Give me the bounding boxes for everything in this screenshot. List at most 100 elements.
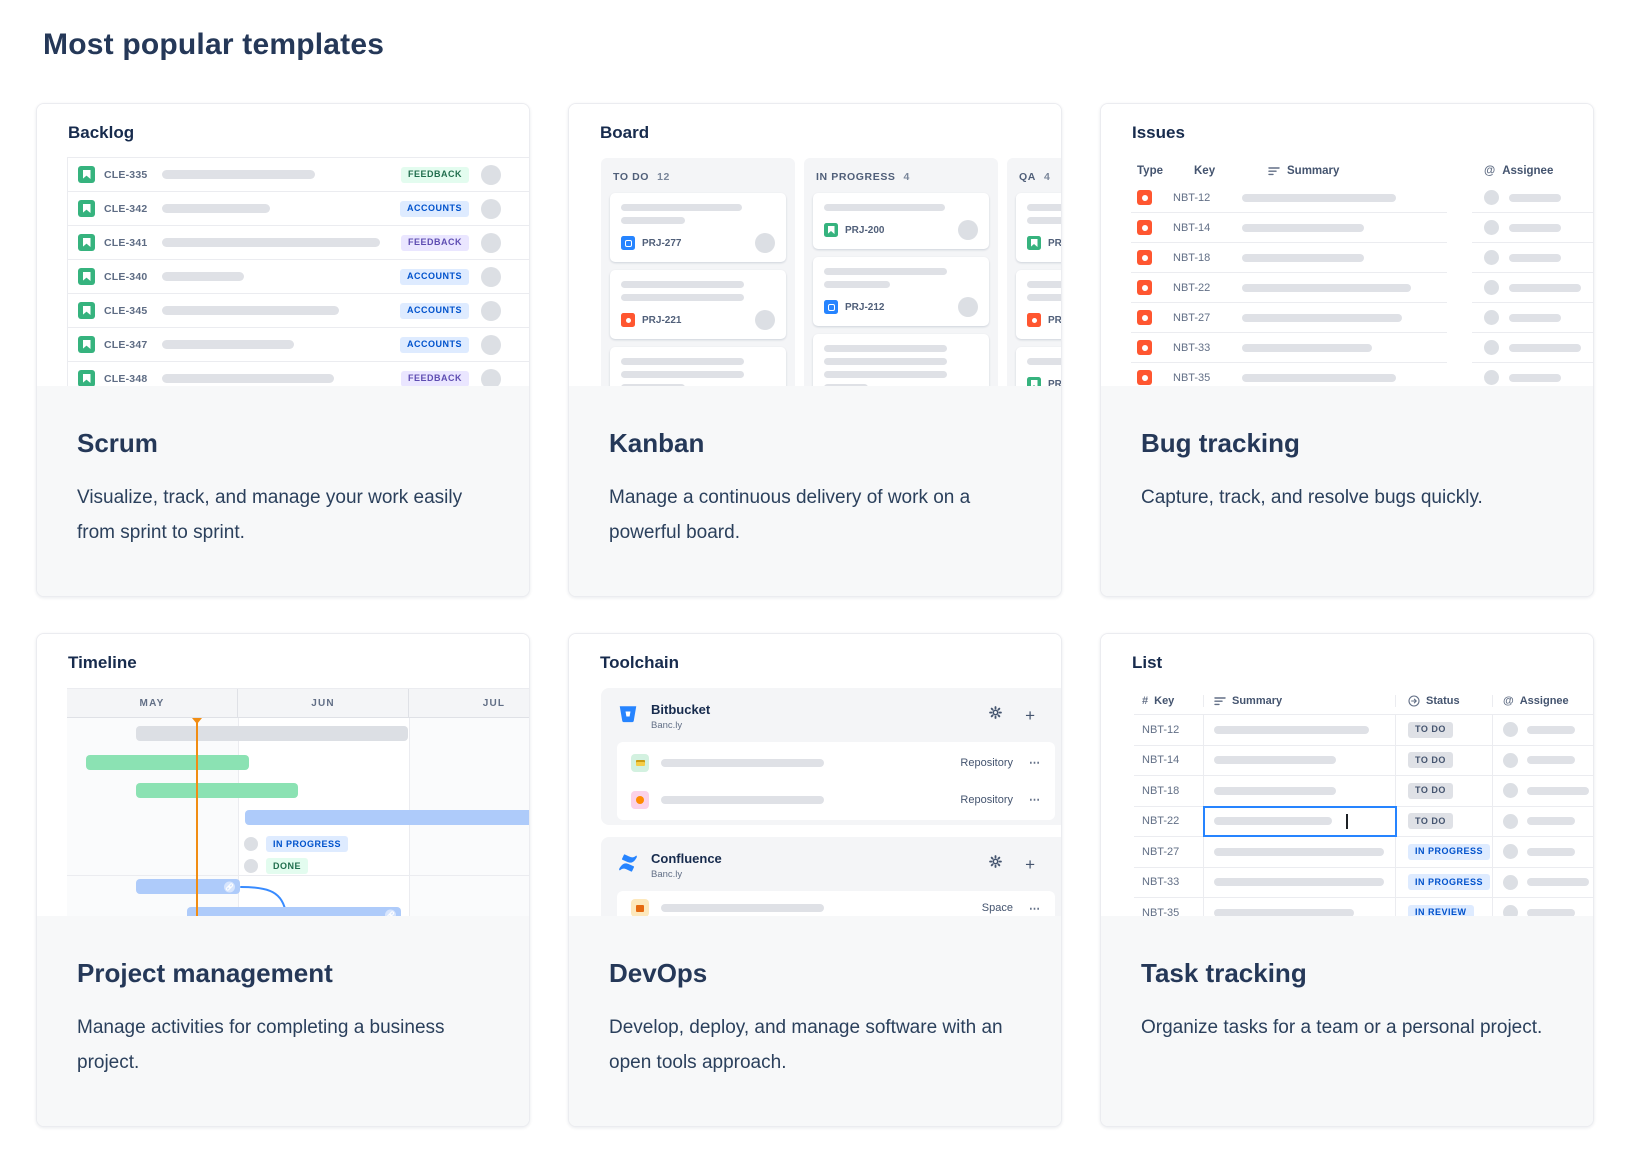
backlog-row: CLE-348 FEEDBACK [68, 362, 529, 386]
add-icon: + [1025, 705, 1035, 725]
avatar [958, 220, 978, 240]
repo-emoji-icon [631, 790, 649, 809]
story-icon [78, 234, 95, 251]
backlog-row: CLE-342 ACCOUNTS [68, 192, 529, 226]
avatar [1484, 250, 1499, 265]
preview-title: Timeline [68, 653, 137, 672]
hash-icon: # [1142, 695, 1149, 707]
placeholder-bar [1242, 223, 1364, 232]
template-card-kanban[interactable]: Board TO DO 12 PRJ-277 [568, 103, 1062, 597]
bug-icon [1137, 190, 1152, 205]
template-card-project-management[interactable]: Timeline MAY JUN JUL [36, 633, 530, 1127]
list-row: NBT-18 TO DO [1134, 776, 1593, 807]
kanban-preview: Board TO DO 12 PRJ-277 [569, 104, 1061, 386]
issue-key: NBT-18 [1173, 251, 1211, 264]
issues-table: Type Key Summary @ Assignee [1131, 159, 1593, 386]
avatar [1503, 844, 1518, 860]
page-title: Most popular templates [43, 28, 385, 61]
issue-key: NBT-33 [1142, 876, 1180, 889]
at-icon: @ [1484, 165, 1496, 177]
label-badge: ACCOUNTS [400, 268, 469, 285]
selected-summary-cell[interactable] [1203, 805, 1397, 837]
issue-key: NBT-27 [1173, 311, 1211, 324]
label-badge: FEEDBACK [400, 234, 469, 251]
issue-key: NBT-22 [1142, 815, 1180, 828]
repo-emoji-icon [631, 753, 649, 772]
issue-key: CLE-335 [104, 168, 148, 181]
list-row: NBT-33 IN PROGRESS [1134, 867, 1593, 898]
avatar [1503, 874, 1518, 890]
issue-key: PRJ-146 [1048, 314, 1061, 326]
placeholder-bar [162, 204, 270, 213]
avatar [1484, 280, 1499, 295]
card-description: Manage activities for completing a busin… [77, 1017, 445, 1073]
issues-preview: Issues Type Key Summary @ Assignee [1101, 104, 1593, 386]
status-badge: IN REVIEW [1408, 904, 1474, 916]
kanban-card: PRJ-200 [813, 193, 989, 249]
list-row: NBT-12 TO DO [1134, 715, 1593, 746]
key-column-header: Key [1154, 695, 1175, 707]
gantt-bar [136, 726, 408, 741]
placeholder-bar [1509, 223, 1561, 232]
tool-panel-bitbucket: Bitbucket Banc.ly + Repository [601, 688, 1061, 825]
issue-key: PRJ-200 [845, 224, 885, 236]
issue-row: NBT-18 [1131, 243, 1593, 273]
today-marker-line [196, 718, 198, 916]
gantt-bar [136, 879, 240, 894]
preview-title: Toolchain [600, 653, 680, 672]
issue-key: PRJ-212 [845, 301, 885, 313]
more-icon: ⋯ [1029, 794, 1041, 806]
placeholder-bar [1509, 343, 1581, 352]
kanban-card: PRJ-277 [610, 193, 786, 262]
tool-item-list: Space ⋯ [617, 891, 1055, 916]
tool-org: Banc.ly [651, 869, 683, 880]
story-icon [1027, 236, 1041, 250]
placeholder-bar [1509, 253, 1561, 262]
tool-item-row: Space ⋯ [631, 891, 1041, 916]
preview-title: Issues [1132, 123, 1185, 142]
status-badge: IN PROGRESS [266, 836, 349, 852]
at-icon: @ [1503, 695, 1514, 707]
timeline-body: IN PROGRESS DONE [67, 718, 529, 916]
placeholder-bar [1242, 193, 1396, 202]
card-body: Task tracking Organize tasks for a team … [1101, 916, 1593, 1126]
list-preview: List # Key Summary Status [1101, 634, 1593, 916]
issue-row: NBT-14 [1131, 213, 1593, 243]
placeholder-bar [162, 272, 244, 281]
column-header: QA 4 [1019, 171, 1051, 183]
avatar [481, 368, 501, 386]
template-card-scrum[interactable]: Backlog CLE-335 FEEDBACK CLE-342 ACCOUNT… [36, 103, 530, 597]
card-title: Project management [77, 958, 333, 988]
gantt-bar [187, 907, 401, 916]
placeholder-bar [1527, 756, 1575, 765]
template-card-bug-tracking[interactable]: Issues Type Key Summary @ Assignee [1100, 103, 1594, 597]
backlog-row: CLE-345 ACCOUNTS [68, 294, 529, 328]
avatar [244, 859, 258, 873]
card-description: Organize tasks for a team or a personal … [1141, 1017, 1543, 1038]
bug-icon [1137, 370, 1152, 385]
story-icon [78, 336, 95, 353]
status-badge: TO DO [1408, 721, 1453, 738]
issue-key: PRJ-236 [1048, 237, 1061, 249]
label-badge: FEEDBACK [400, 166, 469, 183]
timeline-month-header: MAY JUN JUL [67, 688, 529, 718]
bug-icon [1137, 220, 1152, 235]
kanban-card: PRJ-213 [813, 334, 989, 386]
avatar [481, 266, 501, 287]
confluence-logo-icon [617, 852, 639, 874]
item-type-label: Repository [960, 793, 1013, 806]
preview-title: Backlog [68, 123, 135, 142]
story-icon [78, 200, 95, 217]
issue-key: CLE-347 [104, 338, 148, 351]
template-card-devops[interactable]: Toolchain Bitbucket Banc.ly + [568, 633, 1062, 1127]
avatar [244, 837, 258, 851]
list-header: # Key Summary Status @ [1134, 688, 1593, 715]
avatar [958, 297, 978, 317]
key-column-header: Key [1194, 165, 1216, 177]
avatar [1503, 783, 1518, 799]
list-row: NBT-22 TO DO [1134, 805, 1593, 837]
template-card-task-tracking[interactable]: List # Key Summary Status [1100, 633, 1594, 1127]
card-description: Capture, track, and resolve bugs quickly… [1141, 487, 1483, 508]
issue-row: NBT-35 [1131, 363, 1593, 386]
timeline-preview: Timeline MAY JUN JUL [37, 634, 529, 916]
